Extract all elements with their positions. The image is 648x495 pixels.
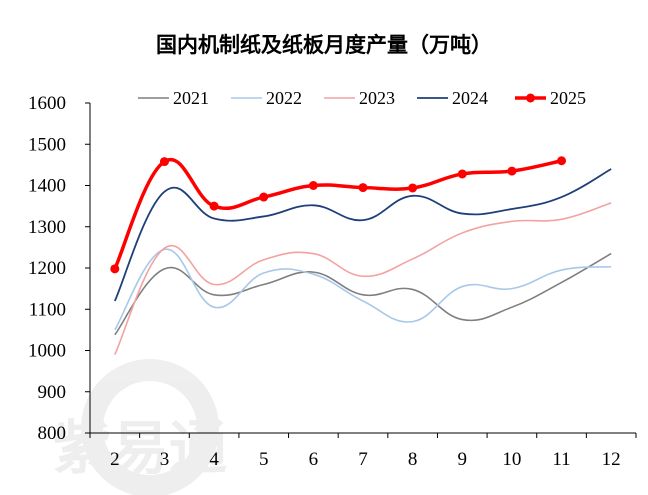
series-line-2023 bbox=[114, 202, 612, 355]
legend-label-2025: 2025 bbox=[550, 88, 586, 108]
y-tick-label: 1600 bbox=[28, 93, 66, 114]
y-tick-label: 1100 bbox=[29, 299, 66, 320]
watermark-logo: 紫易通 bbox=[53, 359, 227, 495]
x-tick-label: 8 bbox=[408, 449, 418, 470]
legend-marker-2025 bbox=[526, 93, 535, 103]
x-tick-label: 11 bbox=[552, 449, 570, 470]
legend-label-2021: 2021 bbox=[173, 88, 209, 108]
x-tick-label: 7 bbox=[358, 449, 368, 470]
series-point-2025 bbox=[457, 169, 467, 179]
x-tick-label: 9 bbox=[458, 449, 468, 470]
x-tick-label: 3 bbox=[160, 449, 170, 470]
series-point-2025 bbox=[308, 181, 318, 190]
x-tick-label: 6 bbox=[309, 449, 319, 470]
x-tick-label: 5 bbox=[259, 449, 269, 470]
y-tick-label: 800 bbox=[38, 423, 67, 444]
series-line-2022 bbox=[114, 248, 612, 331]
series-line-2025 bbox=[113, 157, 562, 270]
legend-label-2023: 2023 bbox=[359, 88, 395, 108]
y-tick-label: 1300 bbox=[28, 217, 66, 238]
x-tick-label: 2 bbox=[110, 449, 120, 470]
series-line-2024 bbox=[113, 168, 612, 302]
y-tick-label: 1400 bbox=[28, 176, 66, 197]
series-group bbox=[110, 156, 612, 355]
legend: 2021 2022 2023 2024 2025 bbox=[138, 88, 586, 108]
series-point-2025 bbox=[358, 183, 368, 193]
series-line-2021 bbox=[114, 252, 612, 336]
x-tick-label: 10 bbox=[502, 449, 521, 470]
x-tick-label: 4 bbox=[209, 449, 219, 470]
series-point-2025 bbox=[159, 157, 169, 167]
series-point-2025 bbox=[110, 264, 120, 274]
watermark-text: 紫易通 bbox=[53, 414, 227, 482]
series-point-2025 bbox=[408, 183, 418, 193]
legend-label-2022: 2022 bbox=[266, 88, 302, 108]
y-tick-label: 1000 bbox=[28, 341, 66, 362]
y-tick-label: 1200 bbox=[28, 258, 66, 279]
series-point-2025 bbox=[209, 201, 219, 211]
series-point-2025 bbox=[507, 166, 517, 176]
axes: 800 900 1000 1100 1200 1300 1400 1500 1600 2 3 4 5 6 7… bbox=[28, 93, 637, 470]
chart-title: 国内机制纸及纸板月度产量（万吨） bbox=[156, 33, 492, 57]
y-tick-label: 1500 bbox=[28, 134, 66, 155]
series-point-2025 bbox=[557, 156, 567, 166]
x-tick-label: 12 bbox=[602, 449, 621, 470]
series-point-2025 bbox=[259, 192, 269, 202]
legend-label-2024: 2024 bbox=[452, 88, 488, 108]
y-tick-label: 900 bbox=[38, 382, 67, 403]
